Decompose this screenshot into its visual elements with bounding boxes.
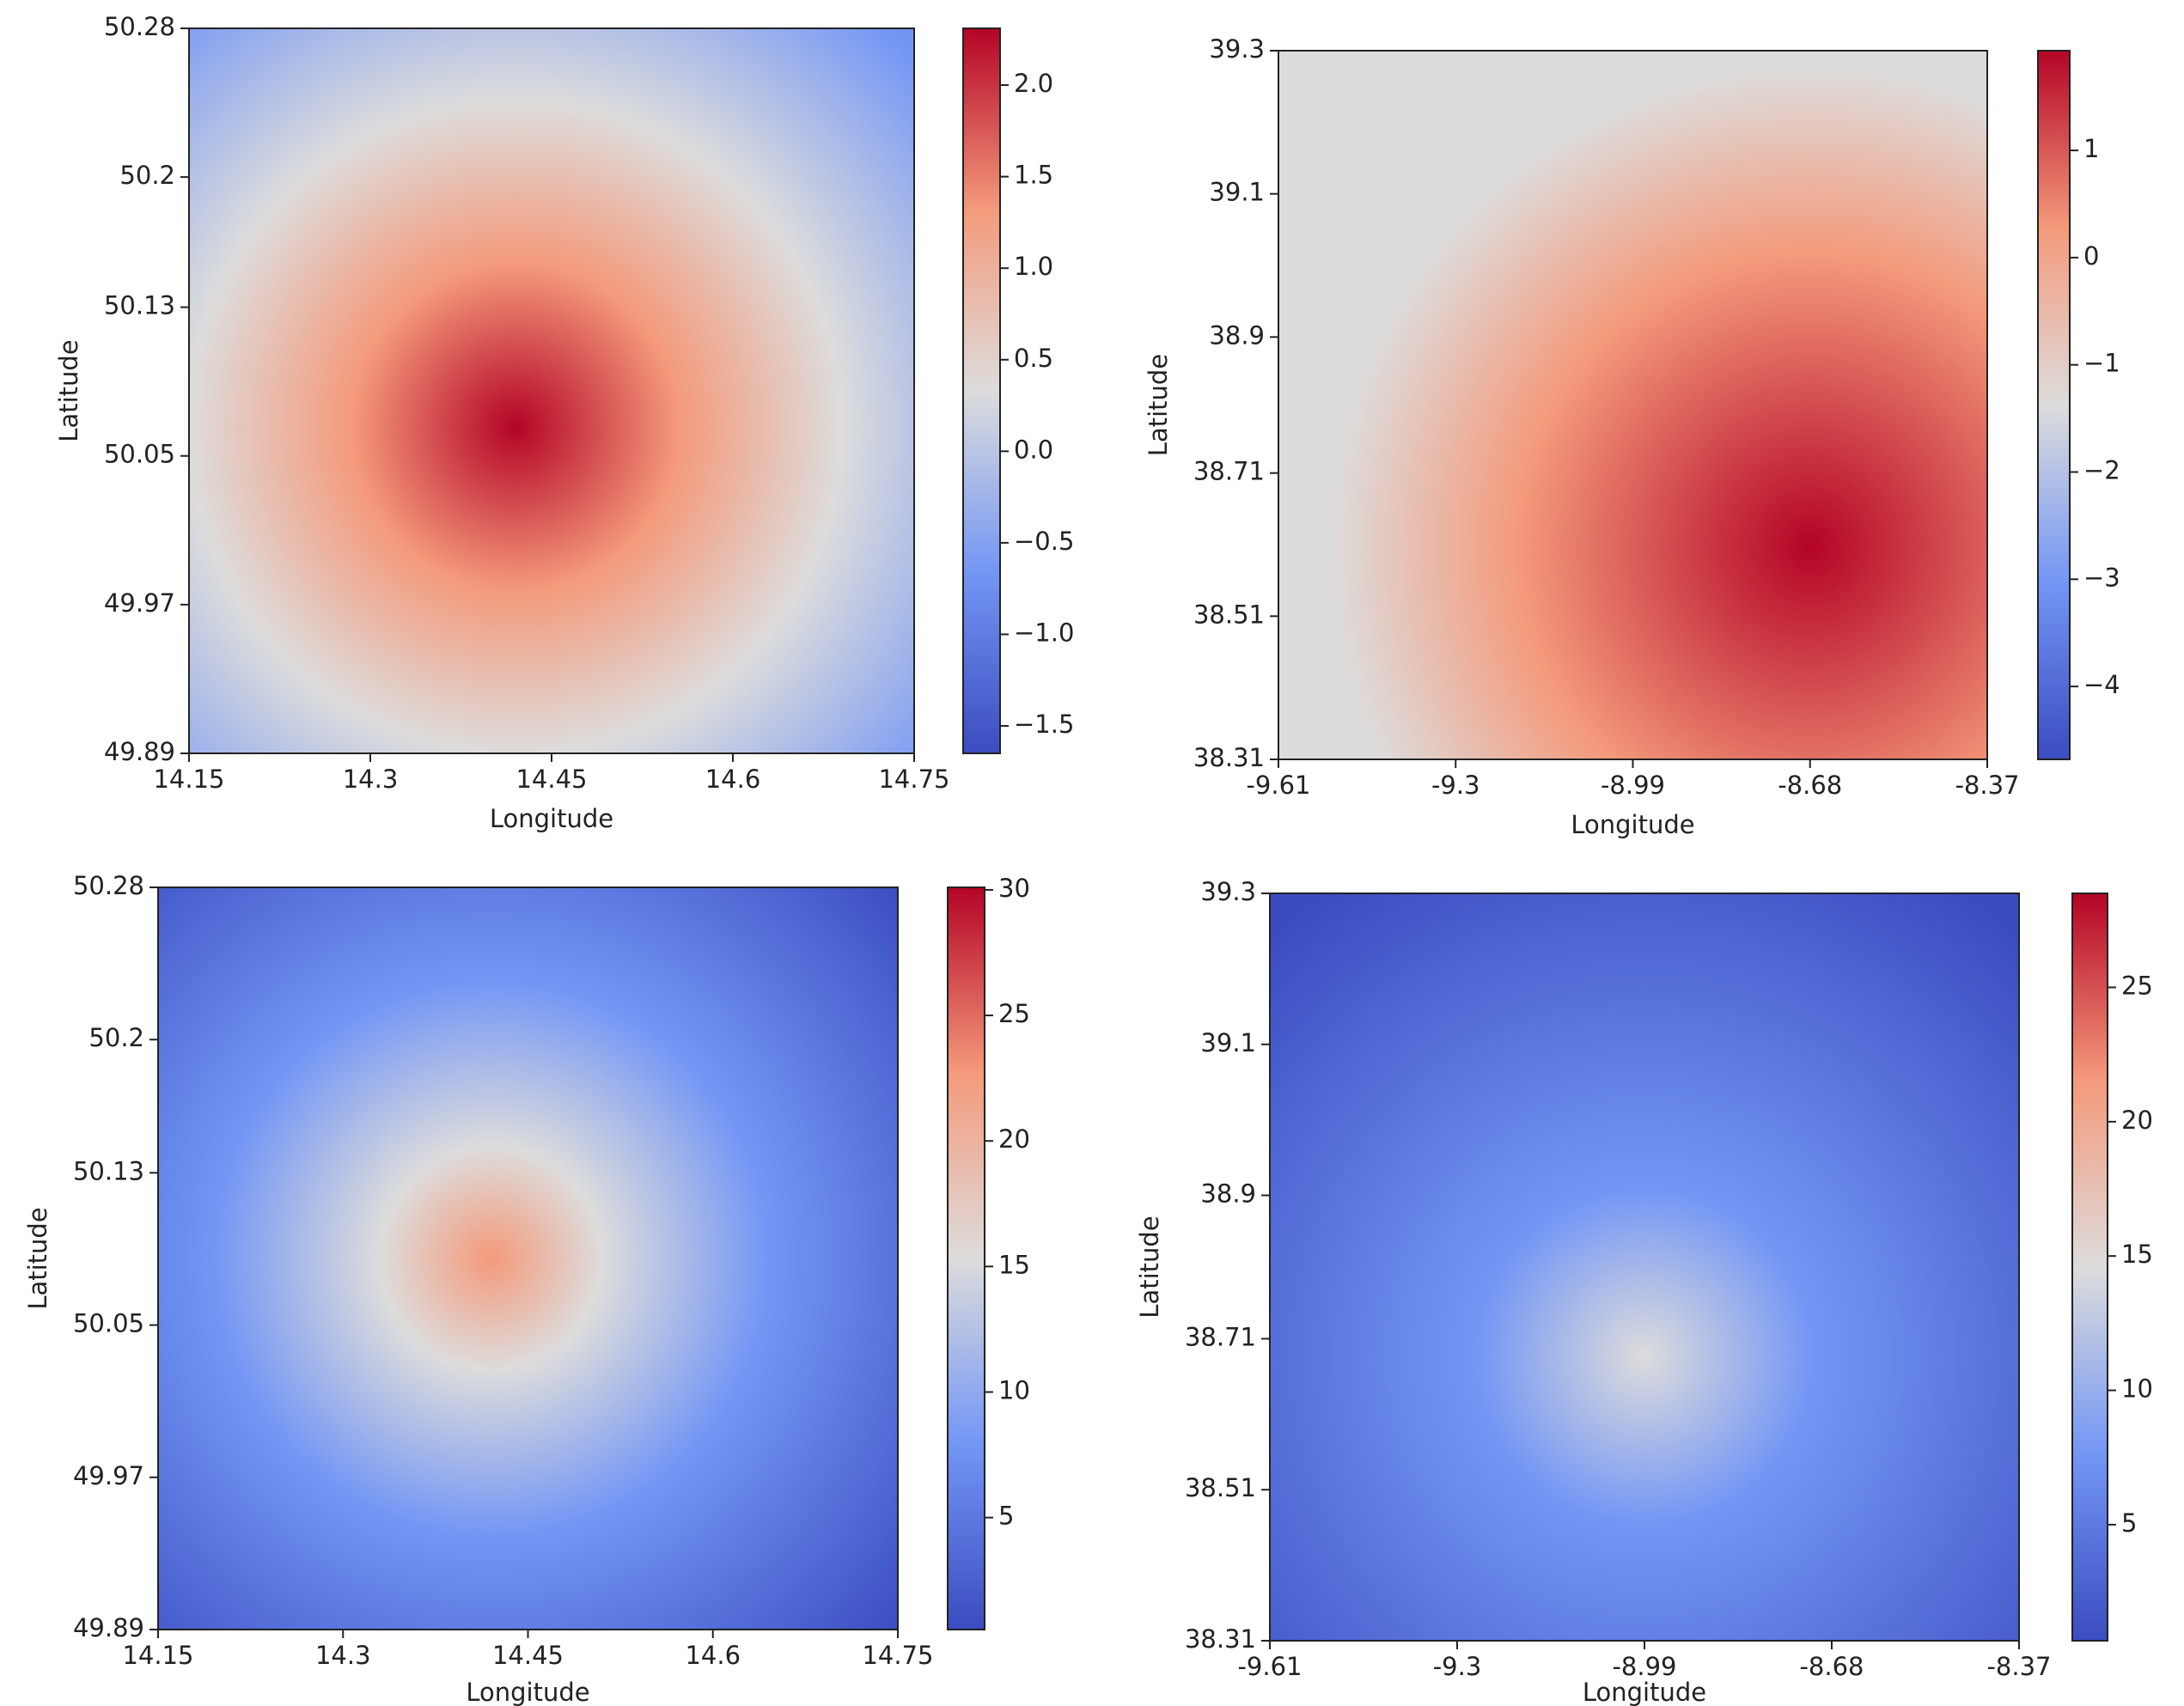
- x-tick-label: -9.61: [1237, 1652, 1302, 1681]
- y-axis-label: Latitude: [54, 339, 83, 442]
- x-tick-label: -8.99: [1601, 771, 1665, 800]
- colorbar: [2038, 51, 2070, 759]
- y-tick-label: 50.28: [104, 12, 175, 41]
- y-tick-label: 49.89: [73, 1613, 144, 1642]
- x-tick-label: 14.75: [862, 1641, 933, 1670]
- colorbar-tick-label: −2: [2083, 456, 2120, 485]
- y-tick-label: 38.71: [1193, 457, 1265, 486]
- colorbar: [2072, 893, 2108, 1641]
- y-axis-label: Latitude: [23, 1207, 52, 1309]
- y-tick-label: 38.9: [1209, 320, 1265, 350]
- heatmap-image: [189, 28, 914, 753]
- y-tick-label: 50.28: [73, 871, 144, 900]
- colorbar-tick-label: 2.0: [1014, 69, 1053, 98]
- x-tick-label: 14.75: [878, 765, 949, 794]
- heatmap-image: [1278, 51, 1987, 759]
- y-axis-label: Latitude: [1135, 1216, 1164, 1318]
- colorbar-tick-label: 1.5: [1014, 161, 1053, 190]
- colorbar-tick-label: 10: [998, 1375, 1030, 1404]
- y-tick-label: 38.71: [1185, 1322, 1256, 1351]
- x-tick-label: -9.3: [1431, 771, 1480, 800]
- colorbar-tick-label: −1: [2083, 349, 2120, 378]
- colorbar-tick-label: 20: [998, 1124, 1030, 1154]
- figure: 14.1514.314.4514.614.7549.8949.9750.0550…: [0, 0, 2184, 1706]
- x-tick-label: 14.3: [315, 1641, 371, 1670]
- y-tick-label: 39.3: [1209, 34, 1265, 64]
- x-axis-label: Longitude: [490, 804, 613, 833]
- y-tick-label: 39.1: [1200, 1028, 1256, 1057]
- y-tick-label: 50.05: [104, 440, 175, 469]
- x-tick-label: 14.3: [343, 765, 399, 794]
- y-tick-label: 38.31: [1185, 1624, 1256, 1654]
- y-tick-label: 49.97: [73, 1461, 144, 1490]
- y-tick-label: 50.13: [73, 1156, 144, 1185]
- colorbar-tick-label: 0.0: [1014, 435, 1053, 464]
- y-tick-label: 38.51: [1185, 1473, 1256, 1502]
- colorbar-tick-label: 25: [998, 999, 1030, 1028]
- y-tick-label: 50.13: [104, 291, 175, 320]
- x-axis-label: Longitude: [1571, 810, 1694, 839]
- x-tick-label: -9.61: [1246, 771, 1310, 800]
- colorbar-tick-label: 0.5: [1014, 344, 1053, 373]
- colorbar-tick-label: −1.5: [1014, 710, 1074, 739]
- colorbar-tick-label: −4: [2083, 670, 2120, 699]
- x-tick-label: 14.15: [153, 765, 224, 794]
- x-tick-label: 14.45: [515, 765, 587, 794]
- colorbar-tick-label: 15: [998, 1250, 1030, 1279]
- x-tick-label: 14.45: [492, 1641, 564, 1670]
- y-tick-label: 50.2: [119, 161, 175, 190]
- x-tick-label: -9.3: [1433, 1652, 1482, 1681]
- y-tick-label: 49.89: [104, 737, 175, 766]
- colorbar-tick-label: −1.0: [1014, 618, 1074, 647]
- x-tick-label: -8.37: [1986, 1652, 2051, 1681]
- heatmap-image: [1270, 893, 2019, 1641]
- y-tick-label: 38.51: [1193, 600, 1265, 629]
- colorbar-tick-label: 1: [2083, 134, 2099, 163]
- colorbar-tick-label: 0: [2083, 241, 2099, 271]
- colorbar-tick-label: 5: [998, 1502, 1014, 1531]
- colorbar-tick-label: 30: [998, 874, 1030, 903]
- x-tick-label: -8.68: [1799, 1652, 1864, 1681]
- colorbar-tick-label: 20: [2121, 1106, 2153, 1135]
- y-tick-label: 50.2: [88, 1023, 144, 1052]
- colorbar-tick-label: −3: [2083, 563, 2120, 592]
- colorbar-tick-label: 10: [2121, 1374, 2153, 1404]
- y-tick-label: 50.05: [73, 1309, 144, 1338]
- y-tick-label: 39.1: [1209, 178, 1265, 207]
- x-axis-label: Longitude: [1583, 1678, 1706, 1706]
- x-tick-label: -8.68: [1778, 771, 1842, 800]
- colorbar: [948, 887, 985, 1630]
- x-tick-label: 14.6: [685, 1641, 741, 1670]
- y-tick-label: 39.3: [1200, 877, 1256, 906]
- x-tick-label: 14.15: [122, 1641, 193, 1670]
- colorbar-tick-label: 15: [2121, 1240, 2153, 1269]
- y-axis-label: Latitude: [1144, 354, 1173, 456]
- y-tick-label: 38.31: [1193, 743, 1265, 772]
- colorbar-tick-label: 5: [2121, 1508, 2137, 1538]
- x-tick-label: -8.37: [1955, 771, 2019, 800]
- colorbar-tick-label: 25: [2121, 971, 2153, 1000]
- y-tick-label: 38.9: [1200, 1179, 1256, 1209]
- colorbar-tick-label: 1.0: [1014, 252, 1053, 281]
- heatmap-image: [158, 887, 898, 1630]
- x-tick-label: 14.6: [705, 765, 761, 794]
- x-axis-label: Longitude: [466, 1678, 589, 1706]
- x-tick-label: -8.99: [1612, 1652, 1676, 1681]
- colorbar: [963, 28, 1000, 753]
- y-tick-label: 49.97: [104, 588, 175, 618]
- colorbar-tick-label: −0.5: [1014, 527, 1074, 556]
